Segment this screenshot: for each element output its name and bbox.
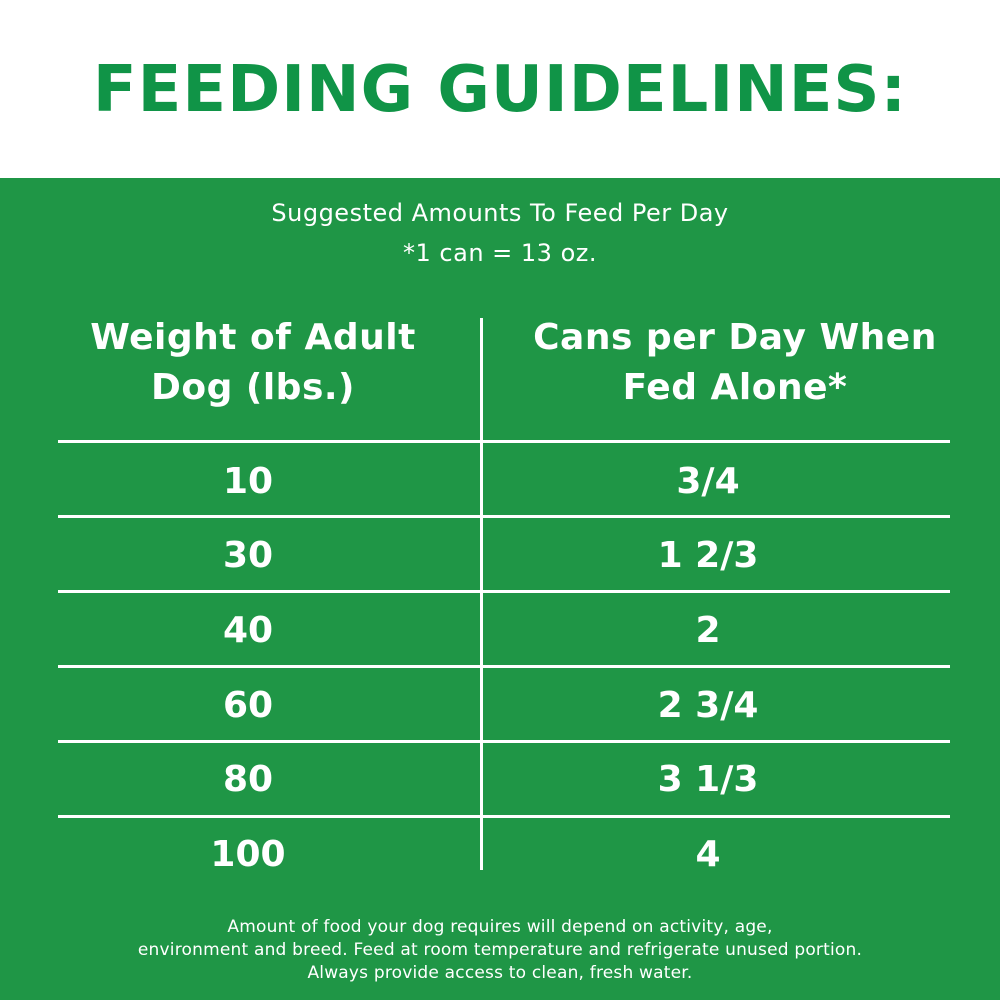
row-divider: [58, 515, 950, 518]
column-header-cans: Cans per Day When Fed Alone*: [500, 313, 970, 413]
column-header-cans-line-2: Fed Alone*: [622, 367, 848, 408]
weight-cell: 80: [222, 759, 274, 800]
cans-cell: 2: [695, 610, 721, 651]
column-header-weight-line-2: Dog (lbs.): [150, 367, 356, 408]
header-row-divider: [58, 440, 950, 443]
row-divider: [58, 740, 950, 743]
footnote-line: Amount of food your dog requires will de…: [227, 917, 773, 937]
row-divider: [58, 590, 950, 593]
cans-cell: 1 2/3: [657, 535, 759, 576]
weight-cell: 10: [222, 461, 274, 502]
footnote-line: Always provide access to clean, fresh wa…: [307, 963, 693, 983]
footnote: Amount of food your dog requires will de…: [0, 916, 1000, 985]
page-title: FEEDING GUIDELINES:: [92, 53, 908, 127]
footnote-line: environment and breed. Feed at room temp…: [137, 940, 863, 960]
column-header-weight-line-1: Weight of Adult: [90, 317, 416, 358]
weight-cell: 40: [222, 610, 274, 651]
column-divider: [480, 318, 483, 870]
weight-cell: 60: [222, 685, 274, 726]
row-divider: [58, 815, 950, 818]
can-size-note: *1 can = 13 oz.: [403, 239, 597, 267]
header: FEEDING GUIDELINES:: [0, 0, 1000, 178]
weight-cell: 100: [210, 834, 286, 875]
row-divider: [58, 665, 950, 668]
cans-cell: 3 1/3: [657, 759, 759, 800]
cans-cell: 2 3/4: [657, 685, 759, 726]
guidelines-panel: Suggested Amounts To Feed Per Day *1 can…: [0, 178, 1000, 1000]
cans-cell: 4: [695, 834, 721, 875]
subtitle: Suggested Amounts To Feed Per Day: [271, 199, 729, 227]
column-header-cans-line-1: Cans per Day When: [533, 317, 937, 358]
column-header-weight: Weight of Adult Dog (lbs.): [58, 313, 448, 413]
cans-cell: 3/4: [676, 461, 740, 502]
weight-cell: 30: [222, 535, 274, 576]
